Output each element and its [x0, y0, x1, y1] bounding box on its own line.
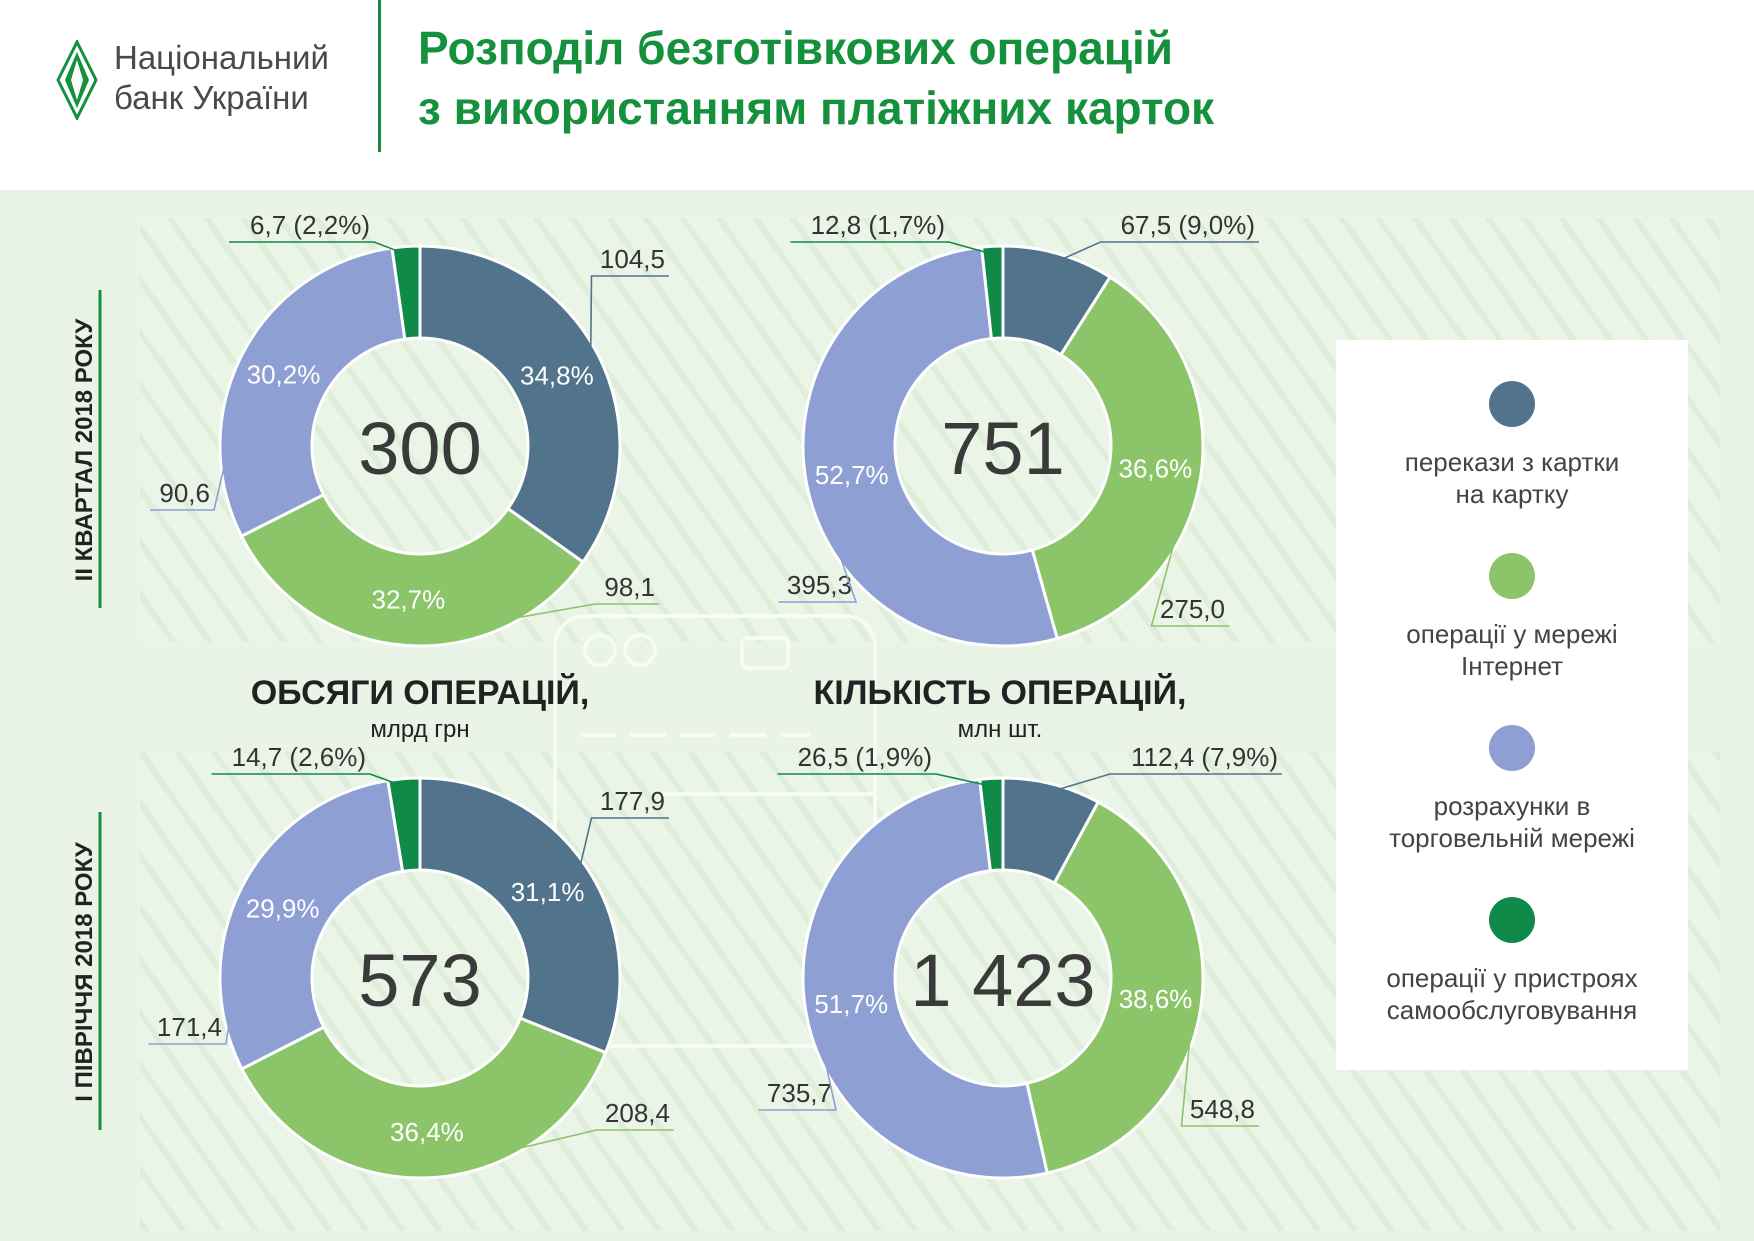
donut-3-slice-3 — [218, 778, 405, 1071]
donut-2-value-label-1: 67,5 (9,0%) — [1121, 210, 1255, 240]
bank-name-line1: Національний — [114, 39, 329, 76]
donut-1-value-label-1: 104,5 — [600, 244, 665, 274]
page-title-line2: з використанням платіжних карток — [418, 82, 1215, 134]
legend-label-3-line2: торговельній мережі — [1389, 823, 1635, 853]
legend-label-3-line1: розрахунки в — [1434, 791, 1591, 821]
donut-1-slice-2 — [239, 492, 586, 648]
donut-2-pct-label-3: 52,7% — [815, 460, 889, 490]
infographic-area: II КВАРТАЛ 2018 РОКУ І ПІВРІЧЧЯ 2018 РОК… — [0, 190, 1754, 1241]
donut-2-leader-line-1 — [1056, 241, 1259, 263]
donut-chart-1: 34,8% 104,5 32,7% 98,1 30,2% 90,6 6,7 (2,2%) 30… — [150, 210, 669, 648]
donut-1-value-label-4: 6,7 (2,2%) — [250, 210, 370, 240]
page-title-line1: Розподіл безготівкових операцій — [418, 22, 1174, 74]
donut-4-value-label-3: 735,7 — [767, 1078, 832, 1108]
donut-4-value-label-2: 548,8 — [1190, 1094, 1255, 1124]
donut-1-slice-1 — [418, 244, 622, 565]
donut-4-pct-label-3: 51,7% — [814, 989, 888, 1019]
column-title-volume: ОБСЯГИ ОПЕРАЦІЙ, — [251, 673, 590, 712]
legend-box — [1336, 340, 1688, 1070]
donut-3-value-label-1: 177,9 — [600, 786, 665, 816]
legend-label-1-line1: перекази з картки — [1405, 447, 1620, 477]
header-divider — [378, 0, 381, 152]
donut-2-leader-line-3 — [778, 482, 858, 603]
donut-2-slice-2 — [1030, 275, 1205, 641]
donut-chart-2: 67,5 (9,0%) 36,6% 275,0 52,7% 395,3 12,8 (1,7… — [778, 210, 1259, 648]
donut-2-leader-line-2 — [1150, 473, 1229, 627]
donut-4-leader-line-4 — [777, 773, 992, 788]
donut-4-total: 1 423 — [910, 939, 1095, 1022]
donut-1-slice-3 — [218, 246, 407, 539]
donut-4-leader-line-2 — [1180, 1004, 1259, 1127]
donut-2-total: 751 — [941, 407, 1064, 490]
donut-4-pct-label-2: 38,6% — [1119, 984, 1193, 1014]
donut-3-pct-label-1: 31,1% — [511, 877, 585, 907]
donut-3-pct-label-3: 29,9% — [246, 893, 320, 923]
donut-1-pct-label-2: 32,7% — [372, 585, 446, 615]
donut-1-leader-line-1 — [589, 275, 669, 359]
donut-3-total: 573 — [358, 939, 481, 1022]
charts-canvas: II КВАРТАЛ 2018 РОКУ І ПІВРІЧЧЯ 2018 РОК… — [71, 210, 1720, 1231]
donut-2-leader-line-4 — [790, 241, 993, 256]
donut-4-slice-2 — [1025, 800, 1205, 1175]
donut-2-pct-label-2: 36,6% — [1119, 453, 1193, 483]
donut-1-leader-line-4 — [229, 241, 407, 256]
donut-3-value-label-2: 208,4 — [605, 1098, 670, 1128]
donut-charts: 34,8% 104,5 32,7% 98,1 30,2% 90,6 6,7 (2,2%) 30… — [148, 210, 1282, 1180]
donut-3-slice-1 — [418, 776, 622, 1055]
donut-2-value-label-3: 395,3 — [787, 570, 852, 600]
donut-4-slice-4 — [977, 776, 1005, 873]
donut-3-slice-2 — [239, 1016, 608, 1180]
donut-3-slice-4 — [386, 776, 422, 874]
donut-3-leader-line-1 — [578, 817, 669, 871]
donut-chart-3: 31,1% 177,9 36,4% 208,4 29,9% 171,4 14,7 (2,6%… — [148, 742, 674, 1180]
legend-label-4-line2: самообслуговування — [1387, 995, 1637, 1025]
donut-3-value-label-3: 171,4 — [157, 1012, 222, 1042]
donut-3-leader-line-4 — [211, 773, 405, 788]
donut-1-total: 300 — [358, 407, 481, 490]
bank-name: Національний банк України — [114, 38, 329, 118]
page-title: Розподіл безготівкових операцій з викори… — [418, 18, 1214, 138]
donut-chart-4: 112,4 (7,9%) 38,6% 548,8 51,7% 735,7 26,5 (1,… — [758, 742, 1282, 1180]
row-label-h1: І ПІВРІЧЧЯ 2018 РОКУ — [71, 841, 98, 1102]
legend-swatch-2 — [1489, 553, 1535, 599]
column-title-count: КІЛЬКІСТЬ ОПЕРАЦІЙ, — [813, 673, 1186, 712]
legend-swatch-3 — [1489, 725, 1535, 771]
donut-1-slice-4 — [390, 244, 422, 341]
donut-2-slice-3 — [801, 245, 1060, 648]
donut-1-leader-line-3 — [150, 356, 251, 511]
donut-1-pct-label-1: 34,8% — [520, 360, 594, 390]
legend-swatch-1 — [1489, 381, 1535, 427]
donut-3-leader-line-2 — [428, 1129, 674, 1171]
legend-label-1-line2: на картку — [1456, 479, 1569, 509]
row-label-q2: II КВАРТАЛ 2018 РОКУ — [71, 318, 98, 582]
bank-name-line2: банк України — [114, 79, 309, 116]
donut-2-value-label-4: 12,8 (1,7%) — [811, 210, 945, 240]
donut-4-value-label-4: 26,5 (1,9%) — [798, 742, 932, 772]
legend-label-2-line1: операції у мережі — [1406, 619, 1617, 649]
donut-1-value-label-2: 98,1 — [604, 572, 655, 602]
donut-4-value-label-1: 112,4 (7,9%) — [1131, 742, 1278, 772]
legend-label-2-line2: Інтернет — [1461, 651, 1563, 681]
donut-4-leader-line-1 — [1049, 773, 1282, 793]
donut-1-pct-label-3: 30,2% — [247, 360, 321, 390]
donut-3-pct-label-2: 36,4% — [390, 1117, 464, 1147]
donut-4-leader-line-3 — [758, 1010, 837, 1111]
column-unit-count: млн шт. — [958, 716, 1043, 743]
donut-2-slice-4 — [979, 244, 1005, 341]
donut-1-leader-line-2 — [405, 603, 659, 639]
legend-label-4-line1: операції у пристроях — [1386, 963, 1637, 993]
nbu-logo-icon — [56, 40, 98, 120]
donut-3-value-label-4: 14,7 (2,6%) — [232, 742, 366, 772]
donut-2-value-label-2: 275,0 — [1160, 594, 1225, 624]
legend-swatch-4 — [1489, 897, 1535, 943]
donut-3-leader-line-3 — [148, 891, 250, 1045]
donut-4-slice-3 — [801, 777, 1050, 1180]
donut-1-value-label-3: 90,6 — [159, 478, 210, 508]
column-unit-volume: млрд грн — [370, 716, 469, 743]
header: Національний банк України Розподіл безго… — [0, 0, 1754, 190]
